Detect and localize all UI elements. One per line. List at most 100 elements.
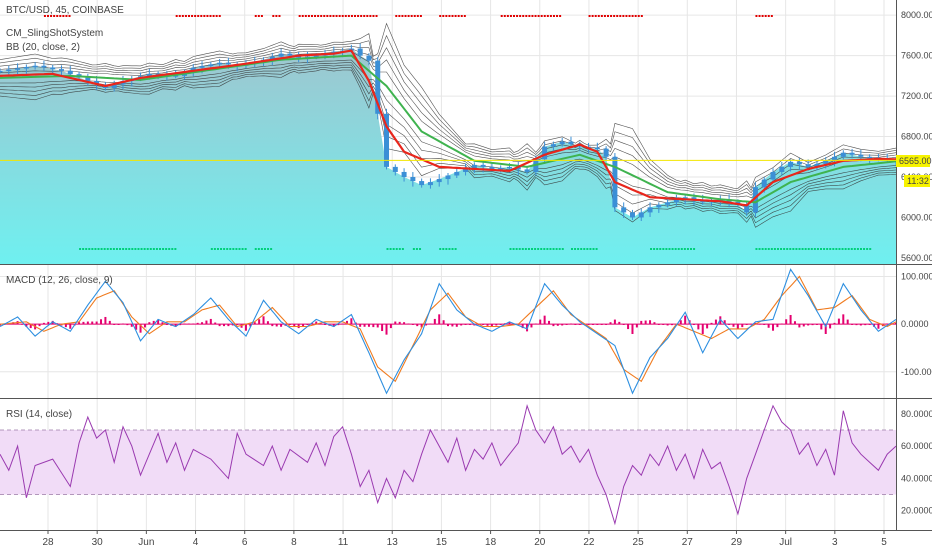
signal-dot-green — [512, 248, 515, 250]
signal-dot-green — [439, 248, 442, 250]
main-legend-slingshot[interactable]: CM_SlingShotSystem — [6, 28, 103, 39]
price-tick-label: 6800.00 — [901, 132, 932, 142]
signal-dot-red — [329, 15, 332, 17]
signal-dot-green — [270, 248, 273, 250]
macd-histogram-bar — [157, 319, 160, 325]
signal-dot-green — [546, 248, 549, 250]
macd-histogram-bar — [635, 324, 638, 328]
price-pane[interactable] — [0, 15, 899, 264]
date-tick-label: 8 — [291, 537, 297, 548]
signal-dot-green — [94, 248, 97, 250]
bollinger-band — [0, 67, 897, 224]
ema-slow-line — [0, 54, 897, 204]
signal-dot-red — [203, 15, 206, 17]
signal-dot-green — [592, 248, 595, 250]
macd-histogram-bar — [833, 322, 836, 325]
signal-dot-green — [419, 248, 422, 250]
macd-histogram-bar — [367, 324, 370, 327]
candle-body — [814, 163, 820, 167]
signal-dot-red — [304, 15, 307, 17]
signal-dot-red — [413, 15, 416, 17]
signal-dot-green — [816, 248, 819, 250]
signal-dot-red — [610, 15, 613, 17]
signal-dot-green — [106, 248, 109, 250]
signal-dot-green — [82, 248, 85, 250]
macd-histogram-bar — [631, 324, 634, 334]
macd-legend[interactable]: MACD (12, 26, close, 9) — [6, 275, 113, 286]
signal-dot-red — [613, 15, 616, 17]
macd-histogram-bar — [345, 320, 348, 325]
candle-body — [50, 67, 56, 70]
candle-body — [454, 171, 460, 176]
macd-histogram-bar — [460, 324, 463, 326]
candle-body — [498, 167, 504, 170]
macd-histogram-bar — [205, 320, 208, 325]
macd-histogram-bar — [376, 324, 379, 328]
macd-pane[interactable] — [0, 268, 897, 395]
macd-histogram-bar — [78, 322, 81, 325]
candle-body — [744, 204, 750, 213]
macd-histogram-bar — [231, 324, 234, 326]
signal-dot-green — [241, 248, 244, 250]
date-tick-label: Jun — [138, 537, 154, 548]
signal-dot-green — [395, 248, 398, 250]
date-tick-label: 4 — [193, 537, 199, 548]
signal-dot-green — [807, 248, 810, 250]
signal-dot-red — [516, 15, 519, 17]
macd-histogram-bar — [302, 324, 305, 327]
signal-dot-green — [583, 248, 586, 250]
signal-dot-green — [119, 248, 122, 250]
bollinger-band — [0, 34, 897, 191]
signal-dot-green — [869, 248, 872, 250]
signal-dot-red — [178, 15, 181, 17]
rsi-legend[interactable]: RSI (14, close) — [6, 409, 72, 420]
signal-dot-red — [419, 15, 422, 17]
signal-dot-red — [354, 15, 357, 17]
signal-dot-red — [513, 15, 516, 17]
macd-histogram-bar — [679, 320, 682, 325]
signal-dot-green — [755, 248, 758, 250]
candle-body — [832, 156, 838, 161]
signal-dot-red — [622, 15, 625, 17]
macd-histogram-bar — [64, 324, 67, 328]
signal-dot-green — [210, 248, 213, 250]
macd-histogram-bar — [438, 314, 441, 325]
macd-histogram-bar — [38, 324, 41, 327]
signal-dot-red — [372, 15, 375, 17]
signal-dot-red — [448, 15, 451, 17]
candle-body — [524, 169, 530, 172]
main-legend-symbol[interactable]: BTC/USD, 45, COINBASE — [6, 5, 124, 16]
signal-dot-red — [260, 15, 263, 17]
signal-dot-red — [215, 15, 218, 17]
macd-histogram-bar — [135, 324, 138, 330]
date-tick-label: 18 — [485, 537, 497, 548]
signal-dot-green — [668, 248, 671, 250]
signal-dot-green — [235, 248, 238, 250]
macd-histogram-bar — [293, 324, 296, 327]
macd-histogram-bar — [82, 321, 85, 325]
signal-dot-green — [389, 248, 392, 250]
signal-dot-red — [272, 15, 275, 17]
macd-histogram-bar — [618, 321, 621, 325]
signal-dot-red — [764, 15, 767, 17]
signal-dot-red — [619, 15, 622, 17]
signal-dot-green — [115, 248, 118, 250]
signal-dot-green — [786, 248, 789, 250]
signal-dot-red — [65, 15, 68, 17]
main-legend-bb[interactable]: BB (20, close, 2) — [6, 42, 80, 53]
macd-histogram-bar — [385, 324, 388, 335]
signal-dot-green — [570, 248, 573, 250]
signal-dot-green — [216, 248, 219, 250]
candle-body — [796, 161, 802, 165]
signal-dot-green — [767, 248, 770, 250]
macd-histogram-bar — [684, 315, 687, 325]
candle-body — [515, 166, 521, 170]
candle-body — [366, 55, 372, 61]
macd-histogram-bar — [143, 324, 146, 328]
rsi-pane[interactable] — [0, 404, 897, 526]
signal-dot-red — [56, 15, 59, 17]
signal-dot-red — [332, 15, 335, 17]
signal-dot-green — [659, 248, 662, 250]
signal-dot-red — [546, 15, 549, 17]
